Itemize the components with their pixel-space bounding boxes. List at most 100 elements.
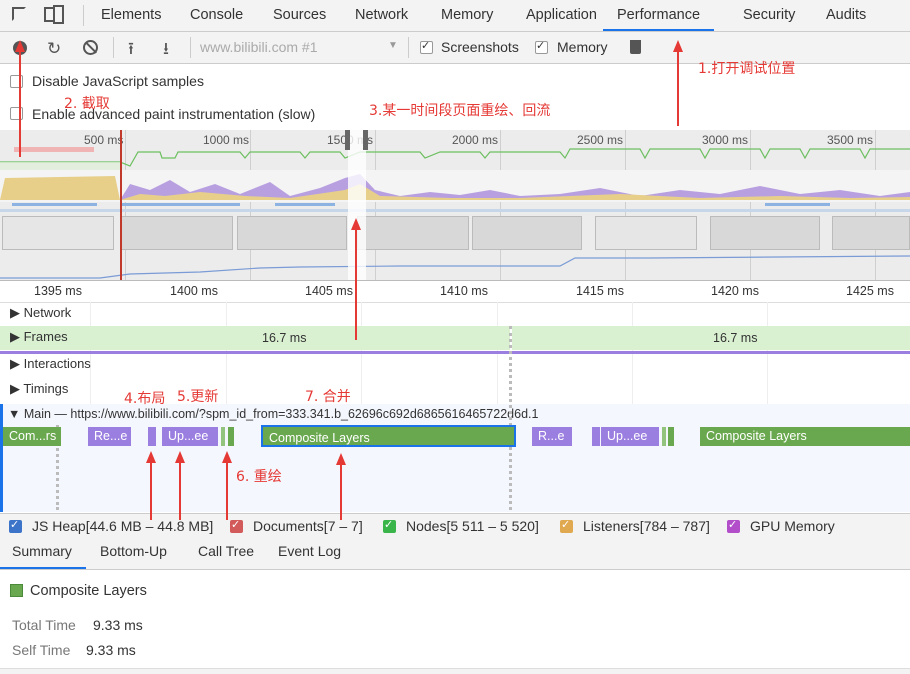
memory-checkbox[interactable] (535, 39, 548, 54)
annotation-1: 1.打开调试位置 (698, 61, 796, 77)
disable-js-samples-checkbox[interactable] (10, 75, 23, 88)
devtools-tab-bar: Elements Console Sources Network Memory … (0, 0, 910, 32)
track-frames-label: Frames (23, 329, 68, 344)
screenshot-thumbnail[interactable] (357, 216, 469, 250)
nodes-label: Nodes[5 511 – 5 520] (406, 518, 539, 534)
documents-checkbox[interactable] (230, 518, 243, 533)
cpu-chart (0, 170, 910, 202)
screenshots-checkbox[interactable] (420, 39, 433, 54)
total-time-value: 9.33 ms (93, 617, 143, 633)
track-interactions-label: Interactions (23, 356, 91, 371)
advanced-paint-checkbox[interactable] (10, 107, 23, 120)
screenshot-thumbnail[interactable] (472, 216, 582, 250)
inspect-element-icon[interactable] (12, 7, 26, 21)
screenshot-thumbnail[interactable] (710, 216, 820, 250)
task-layout[interactable] (148, 427, 156, 446)
task-paint[interactable] (662, 427, 666, 446)
tab-bottom-up[interactable]: Bottom-Up (100, 543, 167, 559)
tab-call-tree[interactable]: Call Tree (198, 543, 255, 559)
ruler-label: 1395 ms (34, 284, 82, 298)
task-composite-layers[interactable]: Composite Layers (700, 427, 910, 446)
tab-security[interactable]: Security (743, 7, 796, 23)
frame-duration[interactable]: 16.7 ms (262, 331, 307, 345)
annotation-7: 7. 合并 (305, 389, 351, 405)
screenshot-thumbnail[interactable] (120, 216, 233, 250)
tab-network[interactable]: Network (355, 7, 409, 23)
trash-icon[interactable] (630, 40, 641, 54)
nodes-checkbox[interactable] (383, 518, 396, 533)
track-timings-label: Timings (23, 381, 69, 396)
screenshot-thumbnail[interactable] (2, 216, 114, 250)
fps-chart (0, 147, 910, 172)
self-time-label: Self Time (12, 642, 71, 658)
gpu-memory-checkbox[interactable] (727, 518, 740, 533)
task-paint[interactable] (221, 427, 225, 446)
tab-sources[interactable]: Sources (273, 7, 327, 23)
tab-event-log[interactable]: Event Log (278, 543, 342, 559)
overview-tick-label: 3500 ms (827, 133, 874, 147)
gpu-memory-label: GPU Memory (750, 518, 835, 534)
selection-window[interactable] (348, 130, 366, 280)
screenshot-thumbnail[interactable] (237, 216, 347, 250)
self-time-value: 9.33 ms (86, 642, 136, 658)
device-toolbar-icon[interactable] (44, 5, 64, 24)
reload-record-icon[interactable]: ↻ (47, 39, 62, 58)
task-recalculate-style[interactable]: Re...e (88, 427, 131, 446)
annotation-4: 4.布局 (124, 391, 166, 407)
annotation-6: 6. 重绘 (236, 469, 282, 485)
selection-handle-left[interactable] (345, 130, 350, 150)
task-composite-layers[interactable]: Com...rs (3, 427, 61, 446)
listeners-checkbox[interactable] (560, 518, 573, 533)
memory-legend: JS Heap[44.6 MB – 44.8 MB] Documents[7 –… (0, 513, 910, 537)
performance-toolbar: ↻ ⭱ ⭳ www.bilibili.com #1 ▼ Screenshots … (0, 32, 910, 64)
tab-memory[interactable]: Memory (441, 7, 494, 23)
clear-icon[interactable] (83, 40, 98, 55)
timeline-ruler: 1395 ms 1400 ms 1405 ms 1410 ms 1415 ms … (0, 281, 910, 303)
tab-console[interactable]: Console (190, 7, 244, 23)
task-layout[interactable] (592, 427, 600, 446)
screenshots-label: Screenshots (441, 39, 519, 55)
ruler-label: 1410 ms (440, 284, 488, 298)
overview-tick-label: 2000 ms (452, 133, 499, 147)
frame-duration[interactable]: 16.7 ms (713, 331, 758, 345)
track-main-label: Main — https://www.bilibili.com/?spm_id_… (23, 407, 539, 421)
timeline-overview[interactable]: 500 ms 1000 ms 1500 ms 2000 ms 2500 ms 3… (0, 130, 910, 281)
track-interactions[interactable]: ▶ Interactions (10, 356, 91, 371)
target-select[interactable]: www.bilibili.com #1 (200, 39, 318, 55)
selection-handle-right[interactable] (363, 130, 368, 150)
ruler-label: 1400 ms (170, 284, 218, 298)
summary-title: Composite Layers (30, 583, 147, 599)
load-profile-icon[interactable]: ⭱ (128, 39, 134, 58)
chevron-down-icon[interactable]: ▼ (388, 40, 398, 51)
task-composite-layers-selected[interactable]: Composite Layers (261, 425, 516, 447)
task-update-layer-tree[interactable]: Up...ee (162, 427, 218, 446)
tab-elements[interactable]: Elements (101, 7, 162, 23)
track-main[interactable]: ▼ Main — https://www.bilibili.com/?spm_i… (0, 404, 910, 512)
annotation-3: 3.某一时间段页面重绘、回流 (369, 103, 551, 119)
track-frames[interactable]: ▶ Frames 16.7 ms 16.7 ms (0, 326, 910, 350)
ruler-label: 1415 ms (576, 284, 624, 298)
screenshot-thumbnail[interactable] (595, 216, 697, 250)
tab-application[interactable]: Application (526, 7, 597, 23)
save-profile-icon[interactable]: ⭳ (163, 39, 169, 58)
screenshot-thumbnail[interactable] (832, 216, 910, 250)
ruler-label: 1405 ms (305, 284, 353, 298)
task-update-layer-tree[interactable]: Up...ee (601, 427, 659, 446)
ruler-label: 1420 ms (711, 284, 759, 298)
annotation-5: 5.更新 (177, 389, 219, 405)
task-paint[interactable] (228, 427, 234, 446)
total-time-label: Total Time (12, 617, 76, 633)
track-network[interactable]: ▶ Network (10, 305, 72, 320)
overview-tick-label: 3000 ms (702, 133, 749, 147)
tab-performance[interactable]: Performance (603, 0, 715, 31)
category-swatch (10, 584, 23, 597)
tab-audits[interactable]: Audits (826, 7, 867, 23)
js-heap-checkbox[interactable] (9, 518, 22, 533)
js-heap-label: JS Heap[44.6 MB – 44.8 MB] (32, 518, 214, 534)
task-recalculate-style[interactable]: R...e (532, 427, 572, 446)
tab-summary[interactable]: Summary (12, 543, 72, 559)
task-paint[interactable] (668, 427, 674, 446)
track-timings[interactable]: ▶ Timings (10, 381, 69, 396)
overview-tick-label: 1000 ms (203, 133, 250, 147)
overview-tick-label: 2500 ms (577, 133, 624, 147)
